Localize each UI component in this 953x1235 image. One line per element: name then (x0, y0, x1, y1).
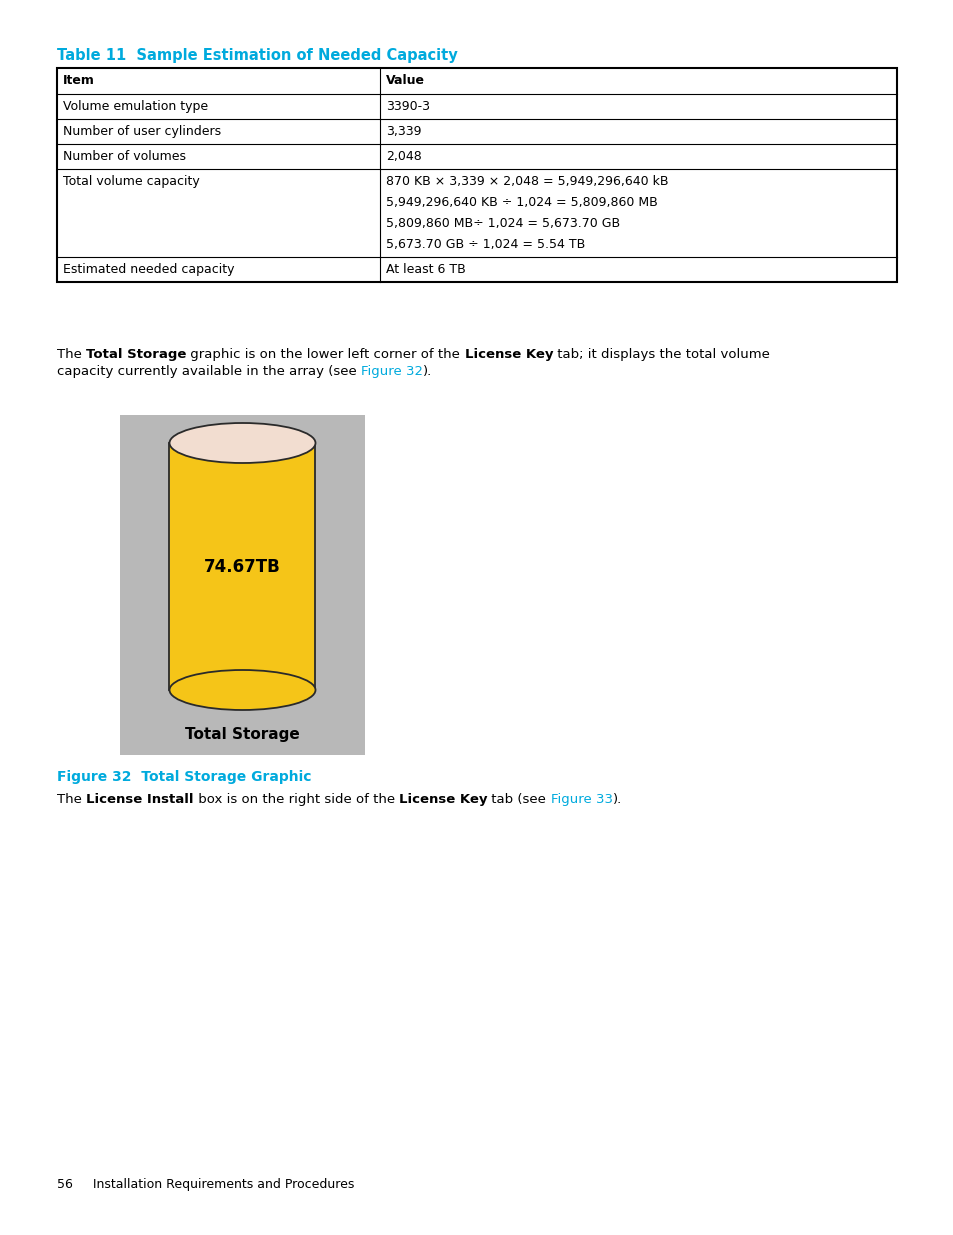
Text: graphic is on the lower left corner of the: graphic is on the lower left corner of t… (186, 348, 464, 361)
Text: Figure 32  Total Storage Graphic: Figure 32 Total Storage Graphic (57, 769, 312, 784)
Text: Figure 33: Figure 33 (550, 793, 612, 806)
Text: ).: ). (422, 366, 432, 378)
Text: Total Storage: Total Storage (86, 348, 186, 361)
Text: Table 11  Sample Estimation of Needed Capacity: Table 11 Sample Estimation of Needed Cap… (57, 48, 457, 63)
Text: Item: Item (63, 74, 94, 88)
Text: 3,339: 3,339 (386, 125, 421, 138)
Text: 56     Installation Requirements and Procedures: 56 Installation Requirements and Procedu… (57, 1178, 354, 1191)
Text: tab (see: tab (see (487, 793, 550, 806)
Text: ).: ). (612, 793, 621, 806)
Text: Number of user cylinders: Number of user cylinders (63, 125, 221, 138)
Text: Number of volumes: Number of volumes (63, 149, 186, 163)
Text: Figure 32: Figure 32 (360, 366, 422, 378)
Text: The: The (57, 793, 86, 806)
Text: box is on the right side of the: box is on the right side of the (193, 793, 398, 806)
Text: Estimated needed capacity: Estimated needed capacity (63, 263, 234, 275)
Text: capacity currently available in the array (see: capacity currently available in the arra… (57, 366, 360, 378)
Text: Value: Value (386, 74, 424, 88)
Ellipse shape (170, 424, 315, 463)
Text: License Install: License Install (86, 793, 193, 806)
Text: At least 6 TB: At least 6 TB (386, 263, 465, 275)
Text: License Key: License Key (464, 348, 553, 361)
Text: Volume emulation type: Volume emulation type (63, 100, 208, 112)
Text: 3390-3: 3390-3 (386, 100, 430, 112)
Text: 870 KB × 3,339 × 2,048 = 5,949,296,640 kB: 870 KB × 3,339 × 2,048 = 5,949,296,640 k… (386, 175, 668, 188)
Text: 5,809,860 MB÷ 1,024 = 5,673.70 GB: 5,809,860 MB÷ 1,024 = 5,673.70 GB (386, 217, 619, 230)
Text: License Key: License Key (398, 793, 487, 806)
Text: The: The (57, 348, 86, 361)
Text: 2,048: 2,048 (386, 149, 421, 163)
Text: Total volume capacity: Total volume capacity (63, 175, 199, 188)
Text: 5,673.70 GB ÷ 1,024 = 5.54 TB: 5,673.70 GB ÷ 1,024 = 5.54 TB (386, 238, 584, 251)
Text: tab; it displays the total volume: tab; it displays the total volume (553, 348, 769, 361)
Bar (57, 68, 896, 282)
Bar (170, 443, 315, 690)
Text: 74.67TB: 74.67TB (204, 557, 280, 576)
Ellipse shape (170, 671, 315, 710)
Text: 5,949,296,640 KB ÷ 1,024 = 5,809,860 MB: 5,949,296,640 KB ÷ 1,024 = 5,809,860 MB (386, 196, 657, 209)
Bar (120, 415, 365, 755)
Text: Total Storage: Total Storage (185, 727, 299, 742)
